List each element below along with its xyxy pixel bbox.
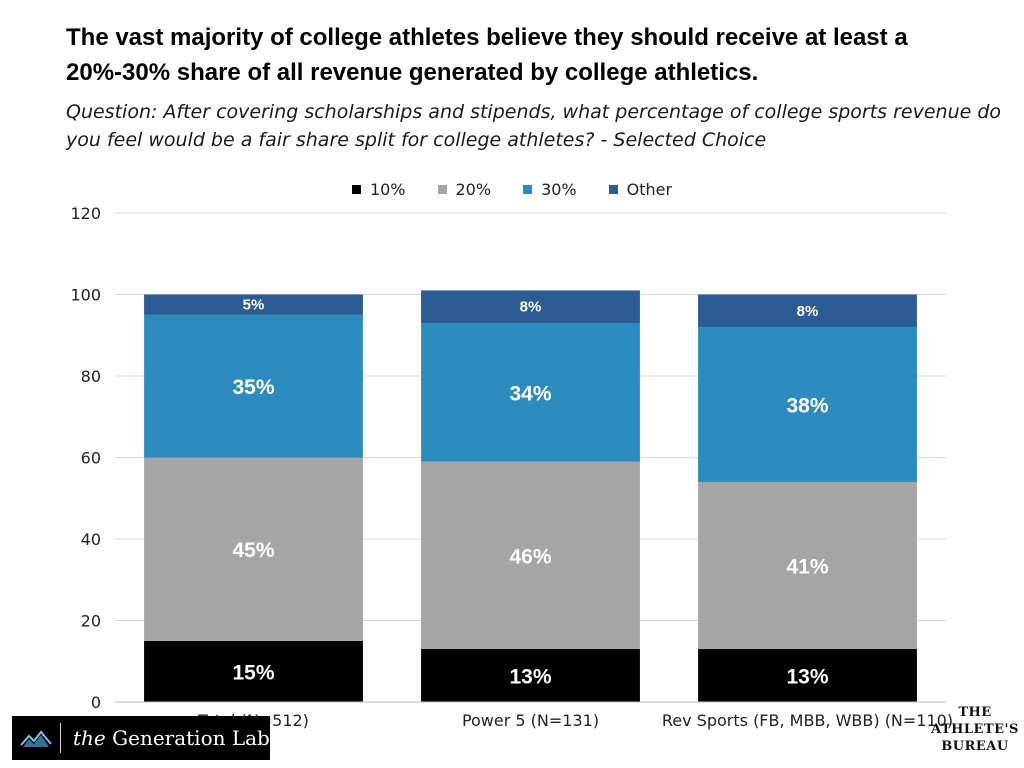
data-label: 41%: [786, 555, 828, 578]
bureau-line-2: ATHLETE'S: [931, 722, 1019, 737]
bar-segment: [421, 323, 640, 462]
data-label: 35%: [232, 376, 274, 399]
legend-swatch-other: [608, 184, 618, 194]
brand-prefix: the: [73, 726, 106, 750]
bureau-line-3: BUREAU: [941, 739, 1009, 754]
brand-divider: [60, 723, 61, 753]
data-label: 8%: [520, 299, 542, 316]
legend-label-10: 10%: [369, 179, 406, 199]
bar-segment: [698, 649, 917, 702]
x-tick-label: Rev Sports (FB, MBB, WBB) (N=110): [662, 711, 953, 730]
legend-swatch-30: [523, 184, 533, 194]
bar-segment: [144, 640, 363, 702]
legend-label-20: 20%: [455, 179, 492, 199]
data-label: 13%: [509, 666, 551, 689]
chart-title: The vast majority of college athletes be…: [66, 24, 908, 86]
brand-name: Generation Lab: [112, 726, 270, 750]
legend-item-30: 30%: [523, 178, 577, 200]
bureau-line-1: THE: [958, 705, 992, 720]
legend-item-other: Other: [608, 178, 673, 200]
data-label: 45%: [232, 539, 274, 562]
data-label: 15%: [232, 661, 274, 684]
bar-segment: [421, 461, 640, 650]
legend-label-30: 30%: [541, 179, 577, 199]
mountain-icon: [12, 716, 60, 760]
y-tick-label: 20: [81, 612, 101, 631]
data-label: 5%: [243, 297, 265, 314]
bar-segment: [698, 327, 917, 482]
generation-lab-logo: the Generation Lab: [12, 716, 270, 760]
data-label: 13%: [786, 666, 828, 689]
bar-segment: [698, 481, 917, 650]
y-tick-label: 40: [81, 530, 101, 549]
chart-subtitle: Question: After covering scholarships an…: [66, 101, 1002, 151]
chart-legend: 10% 20% 30% Other: [0, 178, 1024, 200]
data-label: 38%: [786, 395, 828, 418]
legend-swatch-20: [437, 184, 447, 194]
bar-segment: [421, 290, 640, 324]
y-tick-label: 80: [81, 367, 101, 386]
generation-lab-wordmark: the Generation Lab: [73, 726, 270, 750]
data-label: 8%: [797, 303, 819, 320]
athletes-bureau-logo: THE ATHLETE'S BUREAU: [930, 704, 1020, 755]
bar-segment: [144, 457, 363, 641]
data-label: 46%: [509, 545, 551, 568]
bar-segment: [698, 294, 917, 328]
bar-segment: [144, 294, 363, 315]
x-tick-label: Power 5 (N=131): [462, 711, 599, 730]
legend-item-20: 20%: [437, 178, 492, 200]
bar-segment: [421, 649, 640, 702]
legend-label-other: Other: [626, 179, 673, 199]
y-tick-label: 60: [81, 449, 101, 468]
legend-swatch-10: [351, 184, 361, 194]
y-tick-label: 100: [70, 286, 101, 305]
legend-item-10: 10%: [351, 178, 406, 200]
y-tick-label: 120: [70, 204, 101, 223]
bar-segment: [144, 314, 363, 458]
data-label: 34%: [509, 382, 551, 405]
y-tick-label: 0: [91, 693, 101, 712]
